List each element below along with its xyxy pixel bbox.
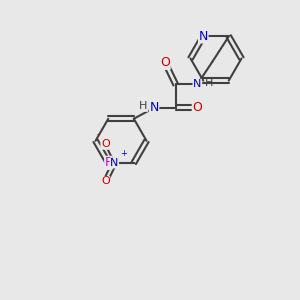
Text: F: F (105, 156, 112, 170)
Text: -: - (97, 130, 100, 139)
Text: +: + (120, 148, 127, 158)
Text: N: N (110, 158, 118, 168)
Text: O: O (101, 176, 110, 187)
Text: H: H (205, 78, 213, 88)
Text: H: H (139, 101, 148, 111)
Text: O: O (101, 139, 110, 149)
Text: N: N (193, 80, 201, 89)
Text: N: N (199, 30, 208, 43)
Text: O: O (160, 56, 170, 69)
Text: N: N (149, 101, 159, 114)
Text: O: O (192, 101, 202, 114)
